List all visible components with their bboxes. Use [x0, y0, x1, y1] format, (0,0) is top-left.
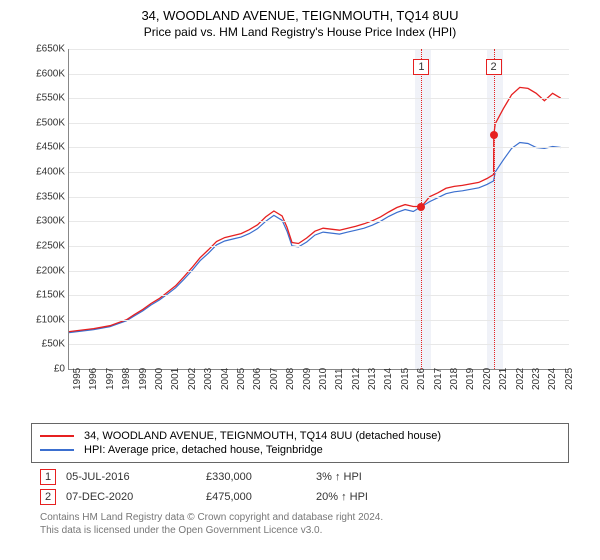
chart-subtitle: Price paid vs. HM Land Registry's House … [10, 25, 590, 39]
legend-row: 34, WOODLAND AVENUE, TEIGNMOUTH, TQ14 8U… [40, 430, 560, 442]
x-axis-label: 2000 [154, 368, 165, 390]
x-axis-label: 2014 [383, 368, 394, 390]
series-line-hpi [69, 143, 561, 333]
x-axis-label: 2001 [170, 368, 181, 390]
y-axis-label: £600K [21, 68, 65, 79]
y-axis-label: £250K [21, 240, 65, 251]
x-axis-label: 2019 [465, 368, 476, 390]
x-axis-label: 2002 [187, 368, 198, 390]
y-axis-label: £100K [21, 314, 65, 325]
sale-row: 2 07-DEC-2020 £475,000 20% ↑ HPI [40, 489, 560, 505]
sale-date: 05-JUL-2016 [66, 471, 176, 483]
x-axis-label: 2023 [531, 368, 542, 390]
x-axis-label: 2004 [220, 368, 231, 390]
y-axis-label: £350K [21, 191, 65, 202]
x-axis-label: 2011 [334, 368, 345, 390]
x-axis-label: 2025 [564, 368, 575, 390]
x-axis-label: 1996 [88, 368, 99, 390]
sale-marker: 1 [413, 59, 429, 75]
sale-marker-box: 1 [40, 469, 56, 485]
y-axis-label: £0 [21, 364, 65, 375]
sale-date: 07-DEC-2020 [66, 491, 176, 503]
x-axis-label: 2020 [482, 368, 493, 390]
plot-area: £0£50K£100K£150K£200K£250K£300K£350K£400… [68, 49, 569, 370]
sale-change: 20% ↑ HPI [316, 491, 368, 503]
sale-dot [490, 131, 498, 139]
x-axis-label: 2010 [318, 368, 329, 390]
sale-row: 1 05-JUL-2016 £330,000 3% ↑ HPI [40, 469, 560, 485]
x-axis-label: 1995 [72, 368, 83, 390]
legend-label: 34, WOODLAND AVENUE, TEIGNMOUTH, TQ14 8U… [84, 430, 441, 442]
sale-price: £475,000 [206, 491, 286, 503]
x-axis-label: 2012 [351, 368, 362, 390]
x-axis-label: 2009 [302, 368, 313, 390]
y-axis-label: £300K [21, 216, 65, 227]
legend-swatch [40, 449, 74, 451]
chart-container: 34, WOODLAND AVENUE, TEIGNMOUTH, TQ14 8U… [0, 0, 600, 547]
y-axis-label: £50K [21, 339, 65, 350]
chart-title: 34, WOODLAND AVENUE, TEIGNMOUTH, TQ14 8U… [10, 8, 590, 23]
x-axis-label: 2005 [236, 368, 247, 390]
x-axis-label: 2018 [449, 368, 460, 390]
x-axis-label: 2008 [285, 368, 296, 390]
x-axis-label: 2006 [252, 368, 263, 390]
sale-change: 3% ↑ HPI [316, 471, 362, 483]
x-axis-label: 2017 [433, 368, 444, 390]
x-axis-label: 1998 [121, 368, 132, 390]
sale-marker: 2 [486, 59, 502, 75]
x-axis-label: 2022 [515, 368, 526, 390]
sale-vline [494, 49, 495, 369]
x-axis-label: 2016 [416, 368, 427, 390]
legend-box: 34, WOODLAND AVENUE, TEIGNMOUTH, TQ14 8U… [31, 423, 569, 463]
footer-line-2: This data is licensed under the Open Gov… [40, 524, 560, 537]
sale-price: £330,000 [206, 471, 286, 483]
x-axis-label: 2024 [547, 368, 558, 390]
y-axis-label: £400K [21, 167, 65, 178]
y-axis-label: £650K [21, 44, 65, 55]
legend-swatch [40, 435, 74, 437]
footer-attribution: Contains HM Land Registry data © Crown c… [40, 511, 560, 537]
footer-line-1: Contains HM Land Registry data © Crown c… [40, 511, 560, 524]
y-axis-label: £450K [21, 142, 65, 153]
legend-label: HPI: Average price, detached house, Teig… [84, 444, 323, 456]
x-axis-label: 1999 [138, 368, 149, 390]
title-block: 34, WOODLAND AVENUE, TEIGNMOUTH, TQ14 8U… [10, 8, 590, 39]
x-axis-label: 2013 [367, 368, 378, 390]
sale-marker-box: 2 [40, 489, 56, 505]
y-axis-label: £200K [21, 265, 65, 276]
y-axis-label: £550K [21, 93, 65, 104]
y-axis-label: £500K [21, 117, 65, 128]
x-axis-label: 2021 [498, 368, 509, 390]
y-axis-label: £150K [21, 290, 65, 301]
x-axis-label: 2015 [400, 368, 411, 390]
sale-dot [417, 203, 425, 211]
chart-box: £0 £50K £100K £150K £200K £250K £300K £350K £400… [20, 45, 580, 415]
legend-row: HPI: Average price, detached house, Teig… [40, 444, 560, 456]
x-axis-label: 1997 [105, 368, 116, 390]
x-axis-label: 2007 [269, 368, 280, 390]
x-axis-label: 2003 [203, 368, 214, 390]
sales-list: 1 05-JUL-2016 £330,000 3% ↑ HPI 2 07-DEC-2020… [10, 469, 590, 505]
